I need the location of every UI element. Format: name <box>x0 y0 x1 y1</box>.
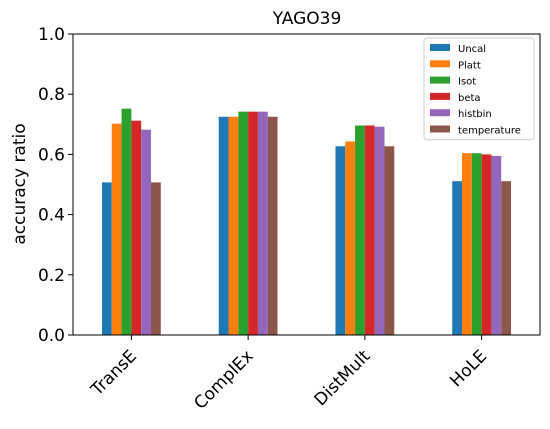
bar-isot-transe <box>122 109 132 335</box>
y-tick-label: 1.0 <box>38 25 65 45</box>
x-axis: TransE ComplEx DistMult HoLE <box>87 335 491 414</box>
legend-label: temperature <box>458 126 521 137</box>
legend-label: beta <box>458 93 481 104</box>
legend-label: Isot <box>458 77 476 88</box>
bar-temperature-transe <box>151 182 161 335</box>
y-tick-label: 0.0 <box>38 326 65 346</box>
bar-beta-transe <box>131 121 141 335</box>
bar-uncal-complex <box>219 117 229 335</box>
bar-uncal-hole <box>452 181 462 335</box>
legend-swatch-histbin <box>430 109 450 116</box>
bar-uncal-distmult <box>335 146 345 335</box>
legend-label: Platt <box>458 60 481 71</box>
y-axis: 0.0 0.2 0.4 0.6 0.8 1.0 <box>38 25 73 346</box>
legend-swatch-isot <box>430 77 450 84</box>
bar-platt-complex <box>229 117 239 335</box>
bar-platt-transe <box>112 124 122 335</box>
legend-swatch-temperature <box>430 126 450 133</box>
bar-isot-complex <box>238 112 248 335</box>
x-tick-label: DistMult <box>311 346 375 410</box>
legend-swatch-beta <box>430 93 450 100</box>
x-tick-label: HoLE <box>446 346 491 391</box>
y-tick-label: 0.8 <box>38 85 65 105</box>
legend-label: histbin <box>458 109 492 120</box>
chart-title: YAGO39 <box>272 9 342 29</box>
legend: Uncal Platt Isot beta histbin temperature <box>424 38 534 140</box>
legend-swatch-uncal <box>430 44 450 51</box>
bar-histbin-complex <box>258 112 268 335</box>
bar-uncal-transe <box>102 182 112 335</box>
y-tick-label: 0.4 <box>38 206 65 226</box>
bar-platt-hole <box>462 153 472 335</box>
bar-histbin-distmult <box>375 127 385 335</box>
bar-temperature-hole <box>501 181 511 335</box>
y-tick-label: 0.6 <box>38 145 65 165</box>
bar-isot-distmult <box>355 126 365 335</box>
x-tick-label: TransE <box>87 346 141 400</box>
bars-group <box>102 109 511 335</box>
x-tick-label: ComplEx <box>190 346 257 413</box>
bar-isot-hole <box>472 153 482 335</box>
bar-platt-distmult <box>345 141 355 335</box>
bar-temperature-complex <box>268 117 278 335</box>
legend-swatch-platt <box>430 60 450 67</box>
bar-beta-complex <box>248 112 258 335</box>
bar-beta-hole <box>482 154 492 335</box>
bar-temperature-distmult <box>384 146 394 335</box>
legend-label: Uncal <box>458 44 486 55</box>
bar-beta-distmult <box>365 126 375 335</box>
bar-histbin-transe <box>141 130 151 335</box>
y-tick-label: 0.2 <box>38 266 65 286</box>
y-axis-label: accuracy ratio <box>10 123 30 244</box>
bar-histbin-hole <box>491 156 501 335</box>
